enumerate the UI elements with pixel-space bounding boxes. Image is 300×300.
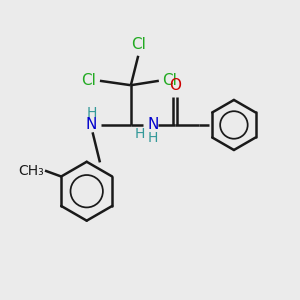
Text: CH₃: CH₃ (18, 164, 44, 178)
Text: Cl: Cl (82, 73, 96, 88)
Text: N: N (148, 118, 159, 133)
Text: N: N (85, 118, 97, 133)
Text: Cl: Cl (131, 37, 146, 52)
Text: O: O (169, 79, 181, 94)
Text: H: H (86, 106, 97, 120)
Text: Cl: Cl (162, 73, 177, 88)
Text: H: H (134, 127, 145, 141)
Text: H: H (148, 131, 158, 146)
